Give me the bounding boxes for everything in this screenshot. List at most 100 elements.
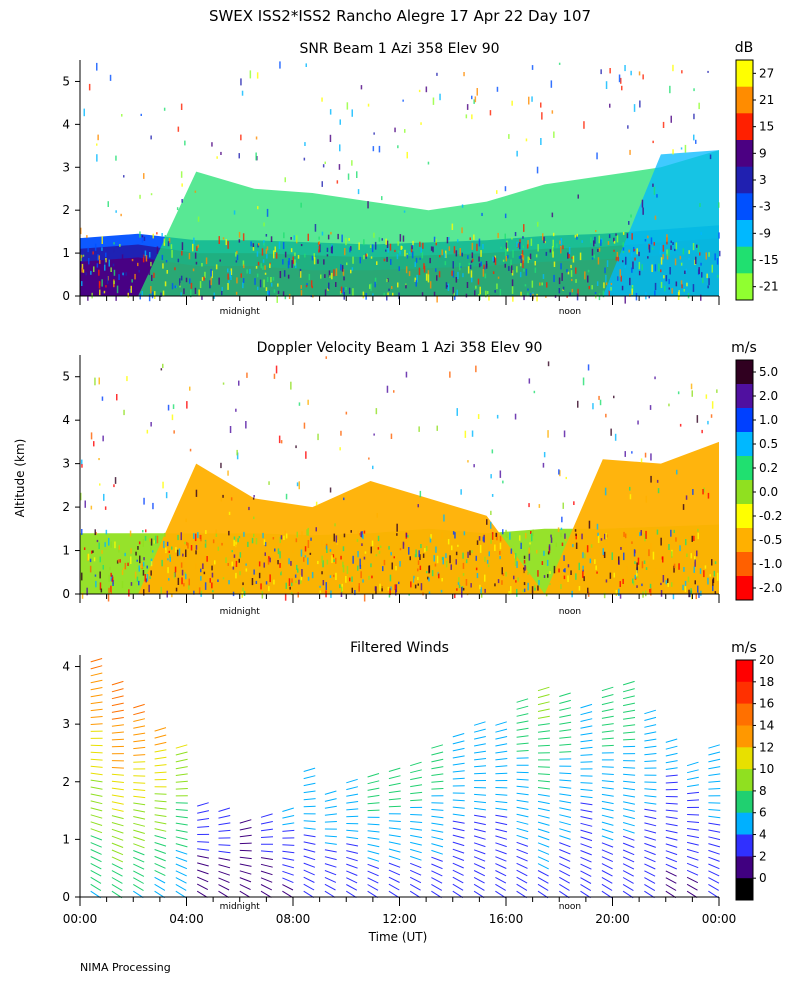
speckle bbox=[422, 242, 424, 249]
wind-barb bbox=[580, 863, 592, 870]
wind-barb bbox=[431, 809, 444, 811]
doppler-velocity-panel: Doppler Velocity Beam 1 Azi 358 Elev 900… bbox=[62, 340, 782, 617]
speckle bbox=[107, 594, 110, 602]
wind-barb bbox=[282, 844, 295, 846]
speckle bbox=[490, 474, 492, 479]
speckle bbox=[96, 539, 99, 543]
speckle bbox=[600, 238, 603, 243]
wind-barb bbox=[665, 836, 678, 841]
speckle bbox=[309, 552, 312, 555]
speckle bbox=[206, 556, 208, 562]
speckle bbox=[543, 575, 546, 578]
wind-barb bbox=[175, 843, 188, 848]
wind-barb bbox=[388, 820, 401, 822]
speckle bbox=[177, 534, 179, 541]
speckle bbox=[582, 565, 584, 569]
speckle bbox=[406, 540, 409, 545]
wind-barb bbox=[516, 742, 529, 745]
speckle bbox=[382, 566, 384, 572]
speckle bbox=[306, 529, 308, 536]
speckle bbox=[484, 556, 486, 562]
wind-barb bbox=[623, 794, 636, 798]
speckle bbox=[143, 589, 145, 596]
speckle bbox=[523, 269, 525, 272]
speckle bbox=[181, 250, 183, 256]
speckle bbox=[375, 408, 378, 415]
wind-barb bbox=[303, 841, 316, 845]
y-tick-label: 1 bbox=[62, 246, 70, 260]
speckle bbox=[501, 580, 503, 585]
speckle bbox=[101, 236, 103, 244]
speckle bbox=[349, 247, 351, 253]
wind-barb bbox=[303, 869, 315, 876]
wind-barb bbox=[218, 864, 231, 869]
speckle bbox=[641, 199, 644, 208]
speckle bbox=[560, 527, 563, 530]
speckle bbox=[606, 534, 608, 538]
speckle bbox=[393, 556, 395, 559]
speckle bbox=[527, 292, 529, 296]
speckle bbox=[190, 289, 192, 298]
colorbar-swatch bbox=[736, 681, 753, 705]
wind-column bbox=[303, 767, 316, 899]
speckle bbox=[102, 565, 104, 570]
wind-barb bbox=[537, 870, 549, 877]
wind-barb bbox=[367, 773, 380, 778]
speckle bbox=[253, 516, 255, 520]
speckle bbox=[319, 590, 322, 593]
speckle bbox=[282, 291, 285, 296]
wind-barb bbox=[708, 766, 721, 770]
speckle bbox=[682, 248, 685, 255]
speckle bbox=[99, 483, 101, 486]
wind-barb bbox=[686, 876, 699, 884]
colorbar-unit: dB bbox=[735, 40, 754, 56]
speckle bbox=[255, 580, 258, 584]
speckle bbox=[96, 62, 98, 71]
speckle bbox=[649, 405, 652, 410]
wind-barb bbox=[559, 751, 572, 753]
wind-barb bbox=[559, 786, 572, 789]
speckle bbox=[704, 565, 707, 569]
speckle bbox=[647, 235, 649, 239]
speckle bbox=[361, 543, 363, 546]
speckle bbox=[446, 237, 449, 244]
speckle bbox=[268, 481, 270, 485]
speckle bbox=[522, 245, 525, 249]
time-annotation: midnight bbox=[220, 607, 261, 617]
wind-barb bbox=[559, 849, 571, 855]
speckle bbox=[285, 493, 288, 500]
speckle bbox=[109, 566, 111, 571]
speckle bbox=[397, 145, 399, 149]
wind-barb bbox=[516, 883, 528, 891]
wind-barb bbox=[665, 781, 678, 784]
wind-barb bbox=[516, 848, 528, 855]
speckle bbox=[485, 263, 488, 269]
speckle bbox=[222, 494, 224, 498]
wind-barb bbox=[175, 877, 187, 884]
speckle bbox=[470, 260, 473, 263]
speckle bbox=[420, 583, 423, 591]
speckle bbox=[99, 582, 102, 590]
wind-barb bbox=[622, 695, 635, 700]
wind-barb bbox=[516, 813, 529, 818]
speckle bbox=[451, 545, 453, 551]
speckle bbox=[439, 255, 441, 258]
speckle bbox=[108, 587, 110, 594]
speckle bbox=[279, 537, 281, 544]
colorbar-label: -1.0 bbox=[759, 557, 782, 571]
speckle bbox=[150, 193, 153, 196]
wind-column bbox=[111, 680, 124, 899]
speckle bbox=[652, 183, 654, 187]
time-annotation: midnight bbox=[220, 902, 261, 912]
wind-barb bbox=[218, 857, 231, 861]
wind-barb bbox=[537, 807, 550, 812]
wind-barb bbox=[665, 863, 677, 870]
snr-panel: SNR Beam 1 Azi 358 Elev 90012345midnight… bbox=[62, 40, 778, 317]
speckle bbox=[456, 588, 458, 591]
wind-barb bbox=[601, 807, 614, 812]
speckle bbox=[642, 74, 644, 80]
speckle bbox=[680, 280, 683, 285]
wind-barb bbox=[665, 823, 678, 827]
wind-barb bbox=[580, 822, 593, 827]
speckle bbox=[575, 279, 577, 283]
